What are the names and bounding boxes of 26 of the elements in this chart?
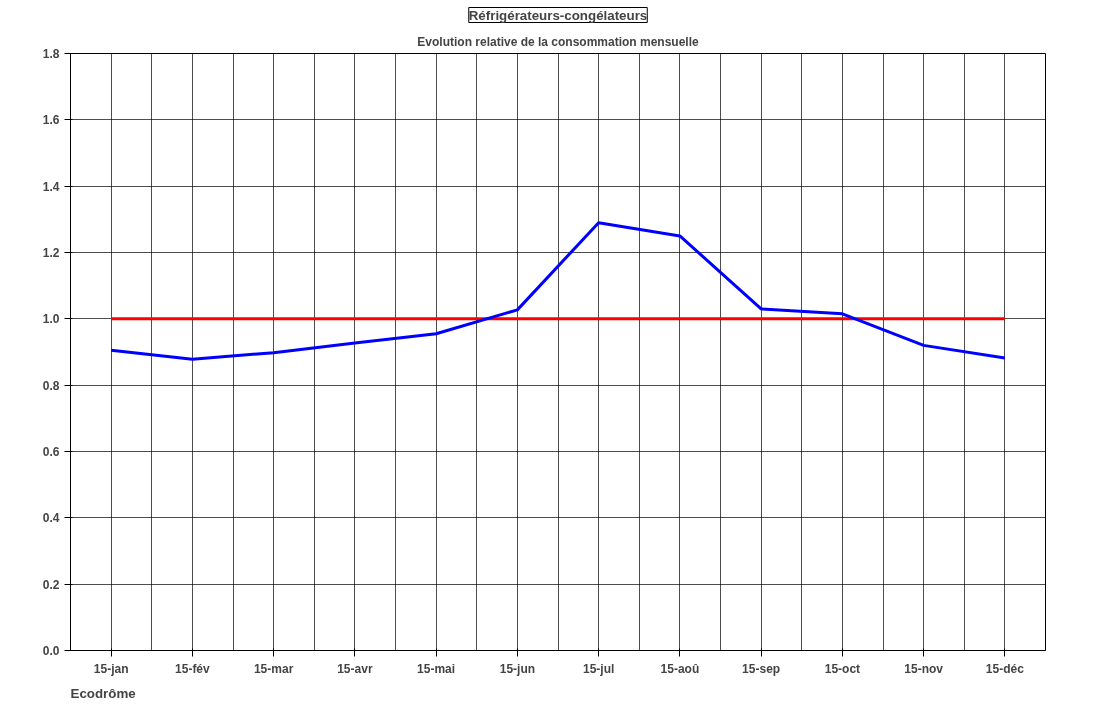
y-tick-label: 1.4	[42, 179, 60, 194]
y-tick-label: 0.2	[42, 577, 60, 592]
y-tick-label: 0.0	[42, 644, 60, 658]
x-tick-label: 15-avr	[337, 661, 373, 676]
x-tick-label: 15-aoû	[660, 661, 700, 676]
y-tick-label: 0.8	[42, 378, 60, 393]
x-tick-label: 15-jun	[499, 661, 536, 676]
y-tick-label: 0.6	[42, 445, 60, 459]
y-tick-label: 0.4	[42, 511, 60, 526]
y-tick-label: 1.0	[42, 312, 60, 327]
chart-title: Réfrigérateurs-congélateurs	[468, 7, 648, 23]
x-tick-label: 15-jan	[93, 661, 129, 676]
x-tick-label: 15-nov	[904, 661, 944, 676]
line-series	[109, 221, 1007, 361]
x-tick-label: 15-jul	[582, 661, 615, 676]
x-tick-label: 15-sep	[742, 661, 781, 676]
x-tick-label: 15-mai	[417, 661, 456, 676]
x-tick-label: 15-oct	[824, 661, 861, 676]
x-tick-label: 15-fév	[175, 661, 211, 676]
text: Ecodrôme	[70, 685, 136, 701]
x-tick-label: 15-mar	[253, 661, 294, 676]
y-tick-label: 1.6	[42, 113, 60, 128]
y-tick-label: 1.8	[42, 47, 60, 61]
x-tick-label: 15-déc	[985, 661, 1025, 676]
chart-subtitle: Evolution relative de la consommation mensuelle	[417, 34, 700, 49]
y-tick-label: 1.2	[42, 246, 60, 260]
